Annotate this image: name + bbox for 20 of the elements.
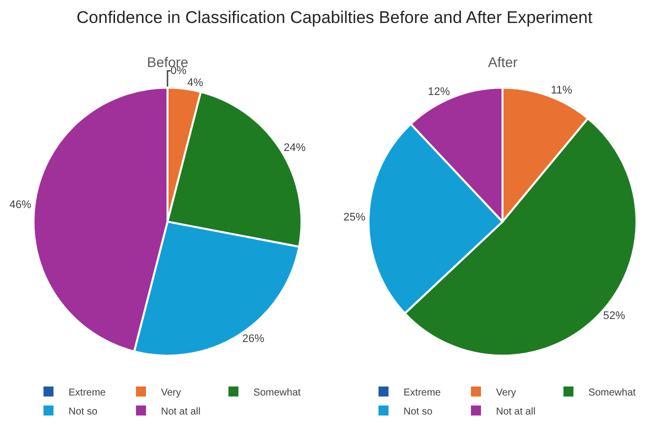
data-label: 24%: [284, 142, 306, 154]
legend-label: Very: [160, 387, 181, 398]
data-label: 4%: [187, 76, 204, 89]
chart-subtitle: After: [488, 54, 518, 70]
data-label: 52%: [602, 310, 625, 322]
chart-title: Confidence in Classification Capabilties Before and After Experiment: [76, 8, 594, 28]
legend-label: Somewhat: [588, 387, 636, 398]
legend-label: Not at all: [495, 406, 535, 418]
legend-label: Not so: [403, 406, 432, 418]
legend-label: Very: [495, 387, 516, 398]
data-label: 11%: [550, 84, 572, 96]
legend-label: Extreme: [403, 387, 441, 398]
legend-label: Extreme: [68, 387, 106, 398]
data-label: 26%: [242, 333, 265, 346]
data-label: 25%: [342, 211, 366, 224]
legend-label: Not so: [68, 406, 98, 418]
data-label: 46%: [9, 198, 32, 211]
legend-label: Not at all: [160, 406, 200, 418]
legend-label: Somewhat: [253, 387, 301, 398]
data-label: 12%: [427, 86, 450, 98]
